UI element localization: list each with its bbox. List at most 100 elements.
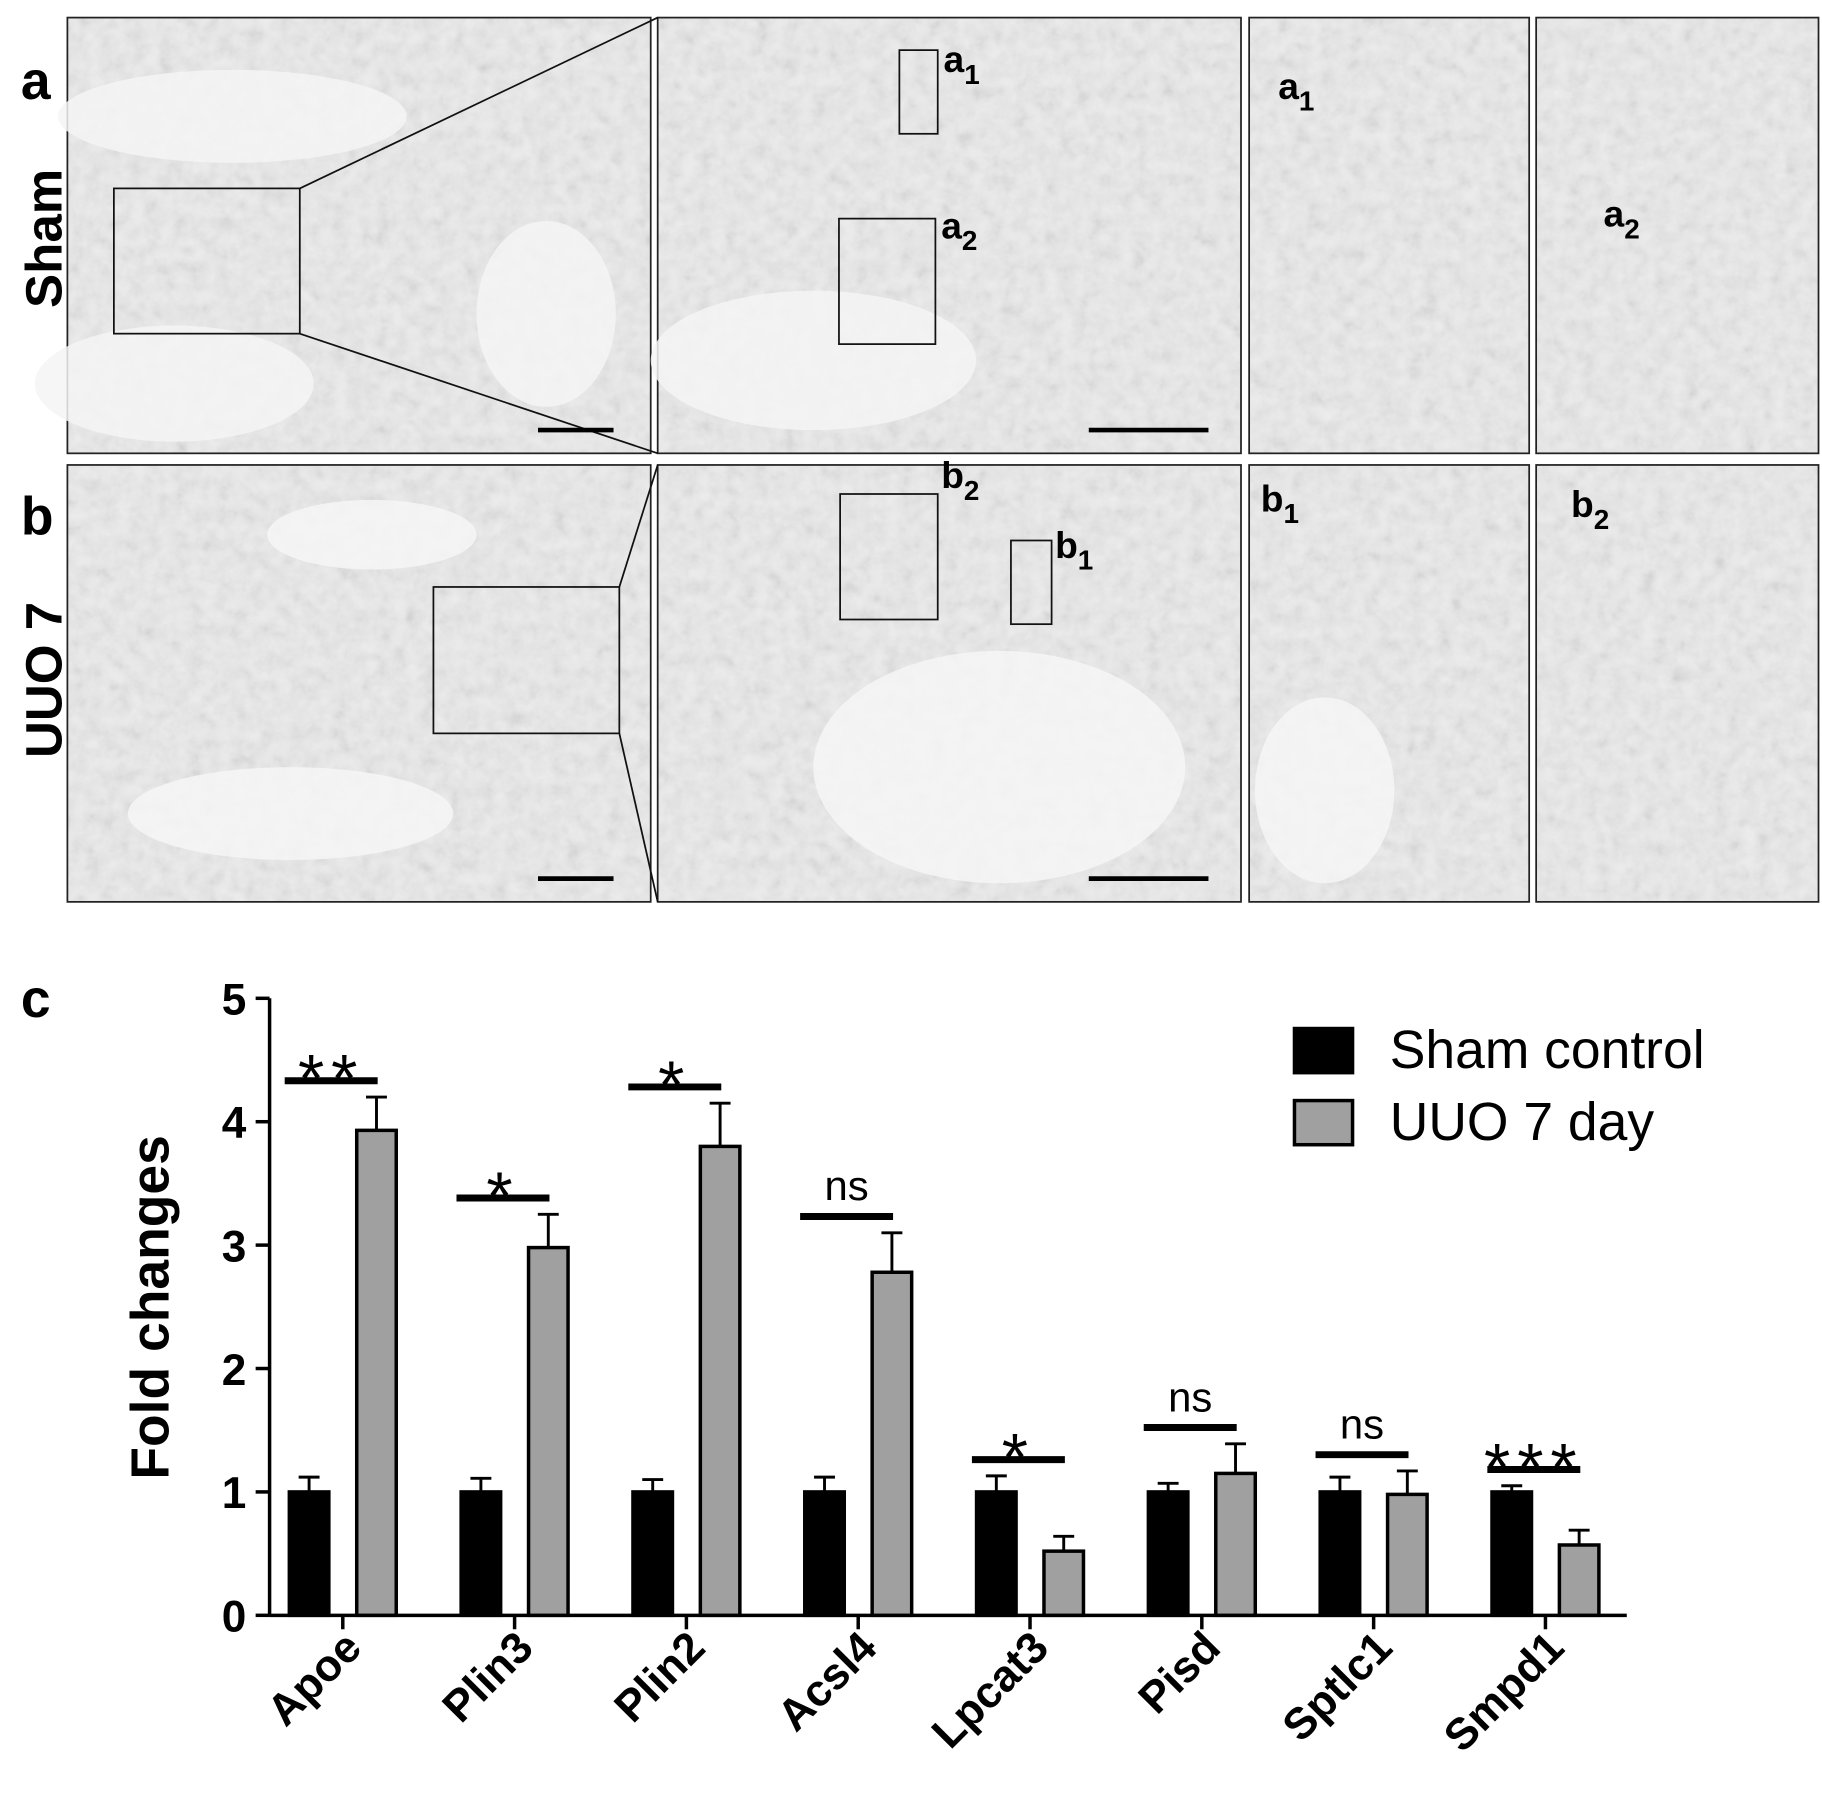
significance-label: ns xyxy=(1168,1373,1212,1420)
inset-box xyxy=(898,49,939,135)
inset-box xyxy=(432,586,621,735)
inset-sub: 1 xyxy=(1283,498,1299,529)
inset-sub: 2 xyxy=(964,475,980,506)
lumen xyxy=(1254,697,1395,884)
bar xyxy=(870,1270,914,1618)
panel-border xyxy=(1535,464,1820,903)
bar xyxy=(287,1490,331,1618)
bar xyxy=(1146,1490,1190,1618)
inset-label: a1 xyxy=(1278,65,1314,117)
inset-label: a2 xyxy=(941,204,977,256)
panel-label: b xyxy=(21,488,54,547)
inset-letter: b xyxy=(1261,477,1284,519)
panel-border xyxy=(656,16,1242,455)
significance-label: ns xyxy=(824,1162,868,1209)
y-tick-label: 5 xyxy=(222,976,247,1025)
row-label: Sham xyxy=(16,169,73,308)
y-tick-label: 2 xyxy=(222,1346,247,1395)
x-tick-label: Plin3 xyxy=(433,1623,542,1732)
lumen xyxy=(34,325,314,442)
inset-letter: b xyxy=(941,454,964,496)
inset-sub: 1 xyxy=(964,59,980,90)
bar xyxy=(1318,1490,1362,1618)
legend-swatch xyxy=(1292,1026,1355,1075)
lumen xyxy=(267,499,477,570)
y-tick-label: 0 xyxy=(222,1593,247,1642)
panel-label: a xyxy=(21,52,52,111)
micrograph-tissue xyxy=(1536,464,1819,902)
lumen xyxy=(58,69,407,163)
inset-sub: 1 xyxy=(1299,86,1315,117)
x-tick-label: Apoe xyxy=(258,1623,371,1736)
panel-border xyxy=(656,464,1242,903)
row-label: UUO 7 xyxy=(16,602,73,758)
lumen xyxy=(813,650,1186,884)
inset-box xyxy=(839,493,939,621)
significance-label: * xyxy=(486,1159,519,1234)
x-tick-label: Lpcat3 xyxy=(923,1623,1058,1758)
lumen xyxy=(127,767,454,861)
bar xyxy=(631,1490,675,1618)
bar-chart: c 0 1 2 3 4 5 Fold changes Apoe ** Plin3 * Plin2 * Acs… xyxy=(21,970,1705,1761)
x-tick-label: Pisd xyxy=(1129,1623,1230,1724)
bar xyxy=(1490,1490,1534,1618)
lumen xyxy=(650,290,977,431)
significance-label: *** xyxy=(1484,1430,1584,1505)
inset-label: a2 xyxy=(1604,193,1640,245)
legend-label: UUO 7 day xyxy=(1390,1093,1655,1152)
inset-sub: 2 xyxy=(1624,213,1640,244)
inset-letter: b xyxy=(1571,483,1594,525)
y-tick-label: 4 xyxy=(222,1099,247,1148)
lumen xyxy=(476,220,616,407)
inset-box xyxy=(838,217,937,345)
inset-label: b1 xyxy=(1055,524,1093,576)
x-tick-label: Acsl4 xyxy=(768,1622,886,1740)
bar xyxy=(459,1490,503,1618)
x-tick-label: Sptlc1 xyxy=(1273,1623,1401,1751)
y-tick-label: 1 xyxy=(222,1469,247,1518)
x-tick-label: Smpd1 xyxy=(1435,1623,1574,1762)
bar xyxy=(354,1128,398,1618)
inset-label: a1 xyxy=(944,38,980,90)
bar xyxy=(698,1144,742,1618)
micrograph-tissue xyxy=(1249,17,1530,454)
inset-sub: 2 xyxy=(1594,504,1610,535)
y-tick-label: 3 xyxy=(222,1222,247,1271)
micrograph-tissue xyxy=(1536,17,1819,454)
inset-label: b2 xyxy=(1571,483,1609,535)
panel-border xyxy=(1535,16,1820,455)
bar xyxy=(526,1245,570,1618)
inset-label: b1 xyxy=(1261,477,1299,529)
zoom-line xyxy=(618,464,659,588)
panel-border xyxy=(1248,16,1531,455)
significance-label: * xyxy=(1002,1421,1035,1496)
inset-letter: a xyxy=(944,38,965,80)
inset-box xyxy=(1010,539,1053,626)
inset-letter: a xyxy=(941,204,962,246)
bar xyxy=(1214,1471,1258,1618)
y-axis-label: Fold changes xyxy=(121,1135,180,1479)
zoom-line xyxy=(618,733,659,903)
inset-letter: a xyxy=(1278,65,1299,107)
bar xyxy=(803,1490,847,1618)
legend-swatch xyxy=(1292,1098,1355,1147)
bar xyxy=(1385,1492,1429,1618)
significance-label: ** xyxy=(298,1042,364,1117)
inset-sub: 2 xyxy=(962,225,978,256)
zoom-line xyxy=(299,332,658,455)
panel-border xyxy=(1248,464,1531,903)
inset-letter: b xyxy=(1055,524,1078,566)
panel-label: c xyxy=(21,970,51,1029)
significance-label: ns xyxy=(1340,1400,1384,1447)
bar xyxy=(974,1490,1018,1618)
inset-letter: a xyxy=(1604,193,1625,235)
bar xyxy=(1042,1549,1086,1618)
x-tick-label: Plin2 xyxy=(605,1623,714,1732)
significance-label: * xyxy=(658,1048,691,1123)
zoom-line xyxy=(299,16,659,190)
inset-box xyxy=(113,187,301,335)
panel-border xyxy=(66,16,652,455)
panel-border xyxy=(66,464,652,903)
